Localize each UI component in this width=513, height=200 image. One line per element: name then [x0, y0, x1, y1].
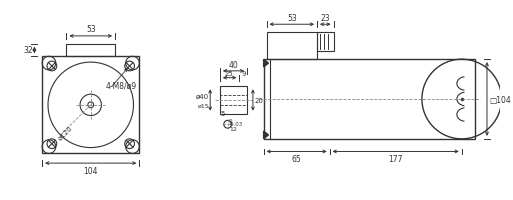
Bar: [42, 57, 140, 154]
Text: 20: 20: [255, 97, 264, 103]
Text: 12: 12: [230, 126, 238, 131]
Bar: [220, 87, 247, 114]
Polygon shape: [264, 60, 268, 68]
Polygon shape: [264, 131, 268, 139]
Bar: [67, 44, 115, 57]
Bar: [317, 33, 333, 52]
Bar: [267, 33, 317, 60]
Text: ø15: ø15: [198, 103, 209, 108]
Text: 65: 65: [292, 155, 302, 164]
Text: 23: 23: [321, 14, 330, 23]
Bar: [220, 96, 247, 105]
Text: 177: 177: [388, 155, 403, 164]
Text: -0.03: -0.03: [229, 121, 243, 126]
Text: 0: 0: [229, 118, 232, 123]
Text: 53: 53: [86, 25, 95, 34]
Text: 53: 53: [287, 14, 297, 23]
Text: 40: 40: [229, 61, 239, 70]
Text: 104: 104: [84, 166, 98, 175]
Text: 32: 32: [24, 46, 33, 55]
Text: □104: □104: [489, 95, 510, 104]
Text: 5: 5: [221, 111, 225, 117]
Bar: [264, 60, 476, 139]
Text: ø120: ø120: [57, 124, 74, 141]
Text: ø40: ø40: [196, 94, 209, 100]
Text: 4-M8/ø9: 4-M8/ø9: [105, 82, 136, 90]
Text: 25: 25: [224, 70, 233, 76]
Text: 9: 9: [241, 70, 246, 76]
